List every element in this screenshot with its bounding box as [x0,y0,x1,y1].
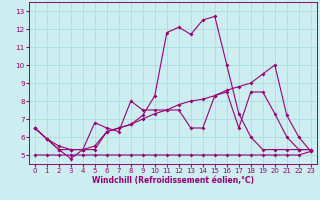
X-axis label: Windchill (Refroidissement éolien,°C): Windchill (Refroidissement éolien,°C) [92,176,254,185]
